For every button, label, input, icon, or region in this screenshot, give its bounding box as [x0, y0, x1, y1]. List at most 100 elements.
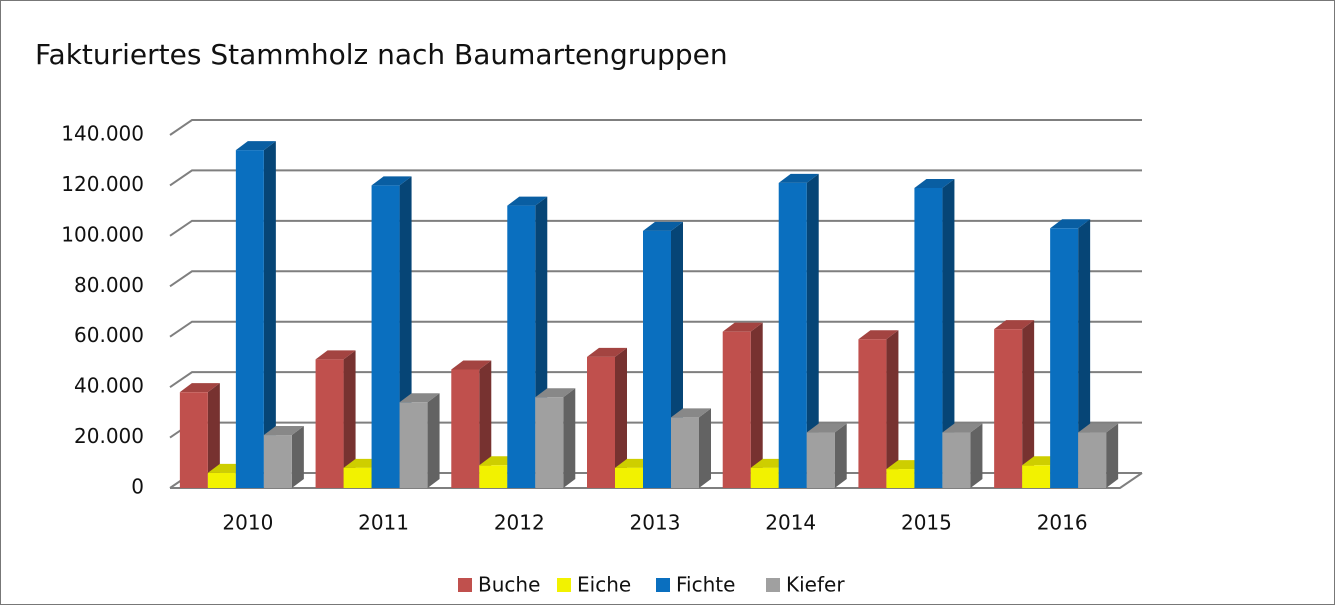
y-tick-label: 100.000: [61, 222, 144, 246]
chart-title: Fakturiertes Stammholz nach Baumartengru…: [35, 38, 728, 71]
bar-top: [994, 320, 1035, 330]
bar-top: [858, 330, 899, 340]
bar-front: [263, 435, 292, 488]
legend-swatch: [656, 578, 670, 592]
legend-label: Eiche: [577, 573, 631, 597]
bar-side: [563, 388, 576, 488]
bar-top: [671, 408, 711, 418]
legend-swatch: [458, 578, 472, 592]
bar: [858, 330, 899, 488]
bar: [235, 141, 276, 488]
bar-side: [1022, 320, 1035, 488]
bar-side: [263, 141, 276, 488]
bar-front: [179, 392, 208, 488]
x-tick-label: 2015: [901, 511, 952, 535]
bar-front: [886, 469, 915, 488]
bar-side: [699, 408, 711, 488]
x-tick-label: 2011: [358, 511, 409, 535]
bar-top: [587, 347, 627, 357]
legend-swatch: [766, 578, 780, 592]
bar: [722, 322, 763, 488]
bar: [399, 393, 440, 488]
y-tick-label: 20.000: [74, 424, 144, 448]
grid-line: [169, 371, 1142, 388]
y-tick-label: 80.000: [74, 273, 144, 297]
bar-top: [235, 141, 276, 151]
bar-side: [615, 347, 627, 488]
x-tick-label: 2016: [1037, 511, 1088, 535]
bar: [263, 426, 304, 488]
bar-front: [671, 417, 699, 488]
bar-front: [371, 185, 400, 488]
bar-front: [722, 331, 751, 488]
y-tick-label: 120.000: [61, 172, 144, 196]
bar: [587, 347, 627, 488]
bar-side: [970, 423, 983, 488]
bar-top: [179, 383, 220, 393]
bar: [451, 360, 492, 488]
bar-front: [806, 432, 835, 488]
bar-side: [942, 178, 955, 488]
bar: [942, 423, 983, 488]
bar-front: [643, 230, 671, 489]
bar-side: [886, 330, 899, 488]
legend-label: Fichte: [676, 573, 735, 597]
bar-front: [507, 205, 536, 488]
bar: [535, 388, 576, 488]
bar-top: [315, 350, 356, 360]
bar: [914, 178, 955, 488]
bar-front: [343, 467, 372, 488]
bar-front: [399, 402, 428, 488]
grid-line: [169, 320, 1142, 338]
bar: [179, 383, 220, 488]
bar-top: [778, 173, 819, 183]
y-tick-label: 140.000: [61, 122, 144, 146]
bar-front: [1050, 228, 1079, 489]
bar-front: [994, 329, 1023, 488]
bar-front: [942, 432, 971, 488]
bar-front: [235, 150, 264, 488]
bar-top: [371, 176, 412, 186]
bar-top: [535, 388, 576, 398]
bar-front: [1078, 432, 1107, 488]
bar-front: [858, 339, 887, 488]
y-tick-label: 0: [131, 475, 144, 499]
bar-side: [479, 360, 492, 488]
bar-top: [263, 426, 304, 436]
bar-front: [315, 359, 344, 488]
y-tick-label: 40.000: [74, 374, 144, 398]
grid-line: [169, 119, 1142, 136]
x-tick-label: 2013: [630, 511, 681, 535]
bar-side: [291, 426, 304, 488]
bar-side: [834, 423, 847, 488]
y-tick-label: 60.000: [74, 323, 144, 347]
bar-side: [343, 350, 356, 488]
bar: [671, 408, 711, 488]
legend-label: Kiefer: [786, 573, 845, 597]
bar-front: [479, 465, 508, 488]
bar-front: [451, 369, 480, 488]
bar-side: [1106, 423, 1119, 488]
bar-front: [535, 397, 564, 488]
bar-top: [1078, 423, 1119, 433]
x-tick-label: 2010: [222, 511, 273, 535]
bar: [315, 350, 356, 488]
bar-side: [207, 383, 220, 488]
bar-top: [451, 360, 492, 370]
bar-side: [1078, 219, 1091, 489]
bar-front: [615, 467, 643, 488]
bar: [806, 423, 847, 488]
bar-front: [587, 356, 615, 488]
bar-side: [806, 173, 819, 488]
legend-label: Buche: [478, 573, 540, 597]
bar-front: [750, 467, 779, 488]
bar-top: [1050, 219, 1091, 229]
bar-front: [1022, 465, 1051, 488]
grid-line: [169, 270, 1142, 288]
bar-top: [507, 196, 548, 206]
bar-front: [207, 472, 236, 488]
bar: [1078, 423, 1119, 488]
bar-side: [427, 393, 440, 488]
bar: [1050, 219, 1091, 489]
